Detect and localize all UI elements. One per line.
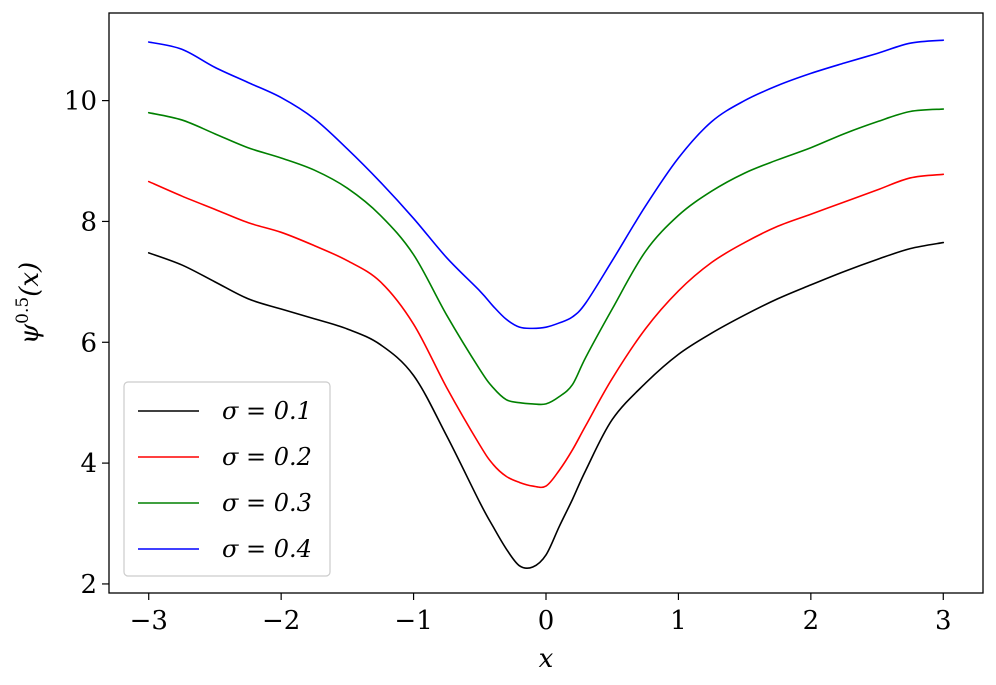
series-line-2 <box>147 173 945 489</box>
y-tick-label: 2 <box>80 570 97 600</box>
legend-box <box>123 381 331 577</box>
y-tick-label: 8 <box>80 207 97 237</box>
series-line-4 <box>147 39 945 330</box>
legend-entry-label: σ = 0.1 <box>222 397 312 425</box>
y-axis-label-superscript: 0.5 <box>13 297 33 324</box>
y-tick-label: 10 <box>64 87 97 117</box>
legend-entry-label: σ = 0.3 <box>222 489 312 517</box>
series-line-3 <box>147 108 945 406</box>
legend-entry-label: σ = 0.4 <box>222 535 312 563</box>
x-axis: −3 −2 −1 0 1 2 3 <box>130 593 952 636</box>
x-tick-label: −1 <box>394 606 432 636</box>
series-layer <box>147 39 945 570</box>
x-axis-label: x <box>539 644 554 674</box>
x-tick-label: 2 <box>803 606 820 636</box>
x-tick-label: 3 <box>935 606 952 636</box>
x-tick-label: 1 <box>670 606 687 636</box>
legend: σ = 0.1 σ = 0.2 σ = 0.3 σ = 0.4 <box>123 381 331 577</box>
y-axis-label-base: ψ <box>15 323 45 344</box>
x-tick-label: −2 <box>262 606 300 636</box>
legend-entry-label: σ = 0.2 <box>222 443 312 471</box>
y-tick-label: 4 <box>80 449 97 479</box>
x-tick-label: −3 <box>130 606 168 636</box>
y-tick-label: 6 <box>80 328 97 358</box>
series-line-1 <box>147 241 945 570</box>
y-axis-label-argument: (x) <box>15 262 45 297</box>
y-axis-label: ψ0.5(x) <box>13 262 45 344</box>
y-axis: 2 4 6 8 10 <box>64 87 109 600</box>
x-tick-label: 0 <box>538 606 555 636</box>
